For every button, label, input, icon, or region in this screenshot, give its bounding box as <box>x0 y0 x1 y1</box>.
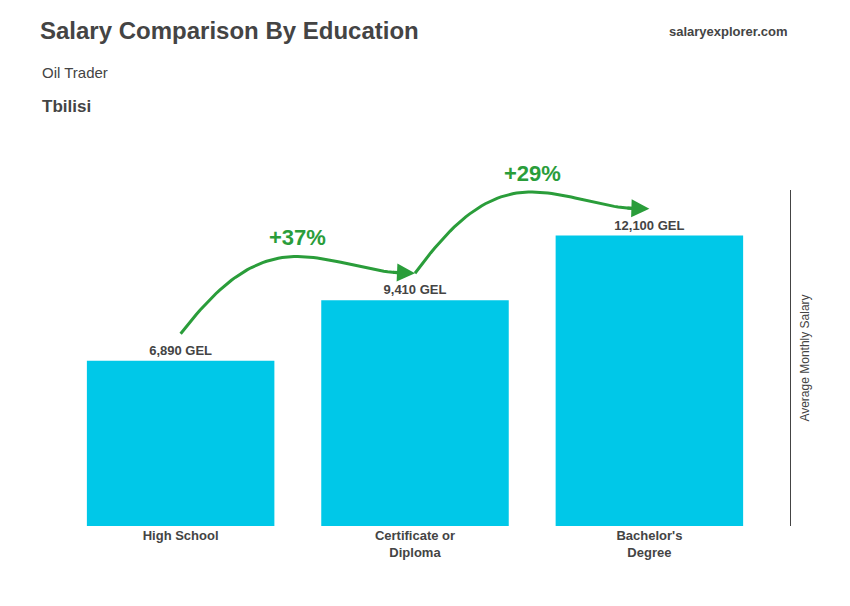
svg-text:9,410 GEL: 9,410 GEL <box>384 282 447 297</box>
svg-text:+37%: +37% <box>269 225 326 250</box>
svg-text:salaryexplorer.com: salaryexplorer.com <box>669 24 788 39</box>
svg-text:High School: High School <box>143 528 219 543</box>
svg-text:12,100 GEL: 12,100 GEL <box>614 218 684 233</box>
svg-text:6,890 GEL: 6,890 GEL <box>149 343 212 358</box>
svg-text:Average Monthly Salary: Average Monthly Salary <box>798 294 812 421</box>
svg-text:Tbilisi: Tbilisi <box>42 97 91 116</box>
svg-text:Oil Trader: Oil Trader <box>42 64 108 81</box>
svg-text:Bachelor'sDegree: Bachelor'sDegree <box>616 528 682 560</box>
svg-text:Certificate orDiploma: Certificate orDiploma <box>375 528 455 560</box>
svg-text:+29%: +29% <box>504 161 561 186</box>
svg-text:Salary Comparison By Education: Salary Comparison By Education <box>40 17 419 44</box>
